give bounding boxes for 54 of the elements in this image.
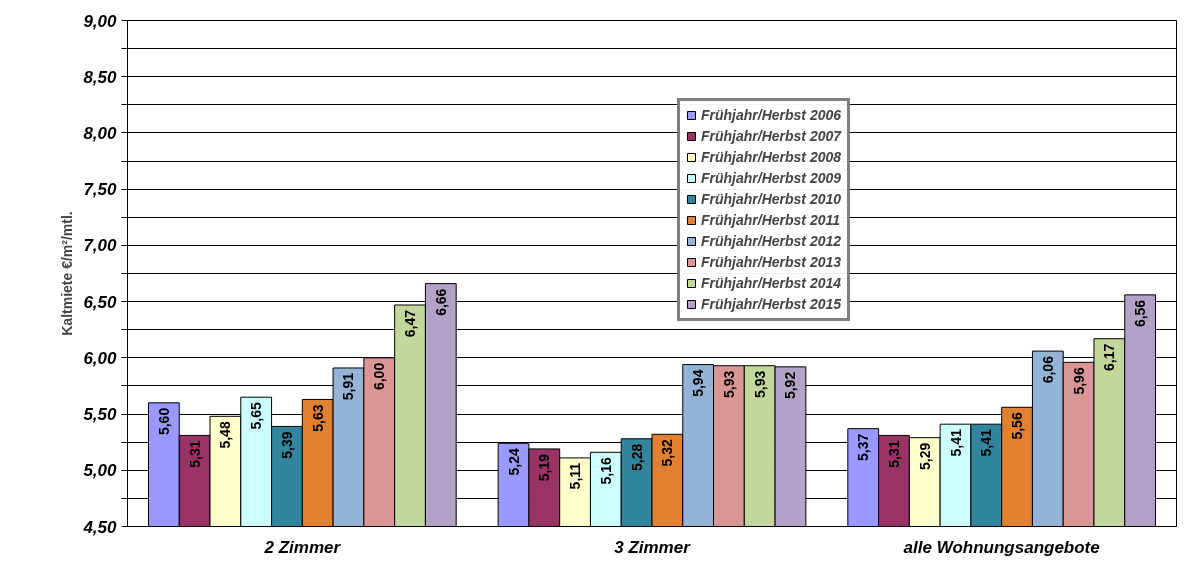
- legend-label: Frühjahr/Herbst 2015: [701, 296, 842, 312]
- data-label: 5,41: [978, 428, 995, 457]
- data-label: 5,94: [690, 369, 707, 397]
- data-label: 5,31: [186, 440, 203, 468]
- data-label: 5,56: [1009, 412, 1026, 440]
- y-tick-label: 5,50: [83, 405, 118, 425]
- legend-label: Frühjahr/Herbst 2006: [701, 107, 842, 123]
- x-tick-label: alle Wohnungsangebote: [903, 537, 1100, 557]
- data-label: 5,96: [1070, 367, 1087, 395]
- legend-label: Frühjahr/Herbst 2008: [701, 149, 842, 165]
- data-label: 5,28: [628, 443, 645, 472]
- data-label: 6,47: [402, 309, 419, 338]
- y-tick-label: 8,00: [83, 123, 118, 143]
- data-label: 5,31: [885, 440, 902, 468]
- data-label: 5,93: [751, 370, 768, 398]
- data-label: 6,17: [1101, 343, 1118, 371]
- data-label: 5,41: [947, 428, 964, 457]
- data-label: 5,48: [217, 421, 234, 449]
- y-axis-title: Kaltmiete €/m²/mtl.: [59, 211, 76, 336]
- legend-label: Frühjahr/Herbst 2012: [701, 233, 842, 249]
- data-label: 5,91: [340, 372, 357, 401]
- data-label: 5,63: [309, 404, 326, 432]
- y-tick-label: 8,50: [83, 67, 118, 87]
- y-tick-label: 6,50: [83, 292, 118, 312]
- data-label: 6,56: [1132, 299, 1149, 328]
- x-tick-label: 2 Zimmer: [263, 537, 342, 557]
- data-label: 6,00: [371, 362, 388, 391]
- x-tick-label: 3 Zimmer: [614, 537, 692, 557]
- y-tick-label: 5,00: [83, 461, 118, 481]
- y-tick-label: 4,50: [82, 517, 118, 537]
- data-label: 5,65: [248, 401, 265, 430]
- data-label: 5,24: [505, 448, 522, 476]
- data-label: 6,06: [1039, 355, 1056, 384]
- data-label: 5,32: [659, 439, 676, 467]
- y-tick-label: 6,00: [83, 348, 118, 368]
- legend-label: Frühjahr/Herbst 2009: [701, 170, 842, 186]
- data-label: 5,92: [782, 371, 799, 400]
- data-label: 5,37: [855, 433, 872, 461]
- legend-label: Frühjahr/Herbst 2010: [701, 191, 842, 207]
- legend-label: Frühjahr/Herbst 2014: [701, 275, 842, 291]
- data-label: 5,29: [916, 442, 933, 470]
- legend-label: Frühjahr/Herbst 2011: [701, 212, 841, 228]
- y-tick-label: 7,50: [83, 180, 118, 200]
- data-label: 5,39: [278, 431, 295, 459]
- data-label: 5,93: [720, 370, 737, 398]
- data-label: 5,60: [155, 407, 172, 436]
- data-label: 5,19: [536, 453, 553, 482]
- y-tick-label: 9,00: [83, 11, 118, 31]
- data-label: 5,11: [567, 462, 584, 490]
- legend-label: Frühjahr/Herbst 2013: [701, 254, 842, 270]
- data-label: 5,16: [597, 457, 614, 485]
- legend-label: Frühjahr/Herbst 2007: [701, 128, 842, 144]
- data-label: 6,66: [432, 288, 449, 316]
- y-tick-label: 7,00: [83, 236, 118, 256]
